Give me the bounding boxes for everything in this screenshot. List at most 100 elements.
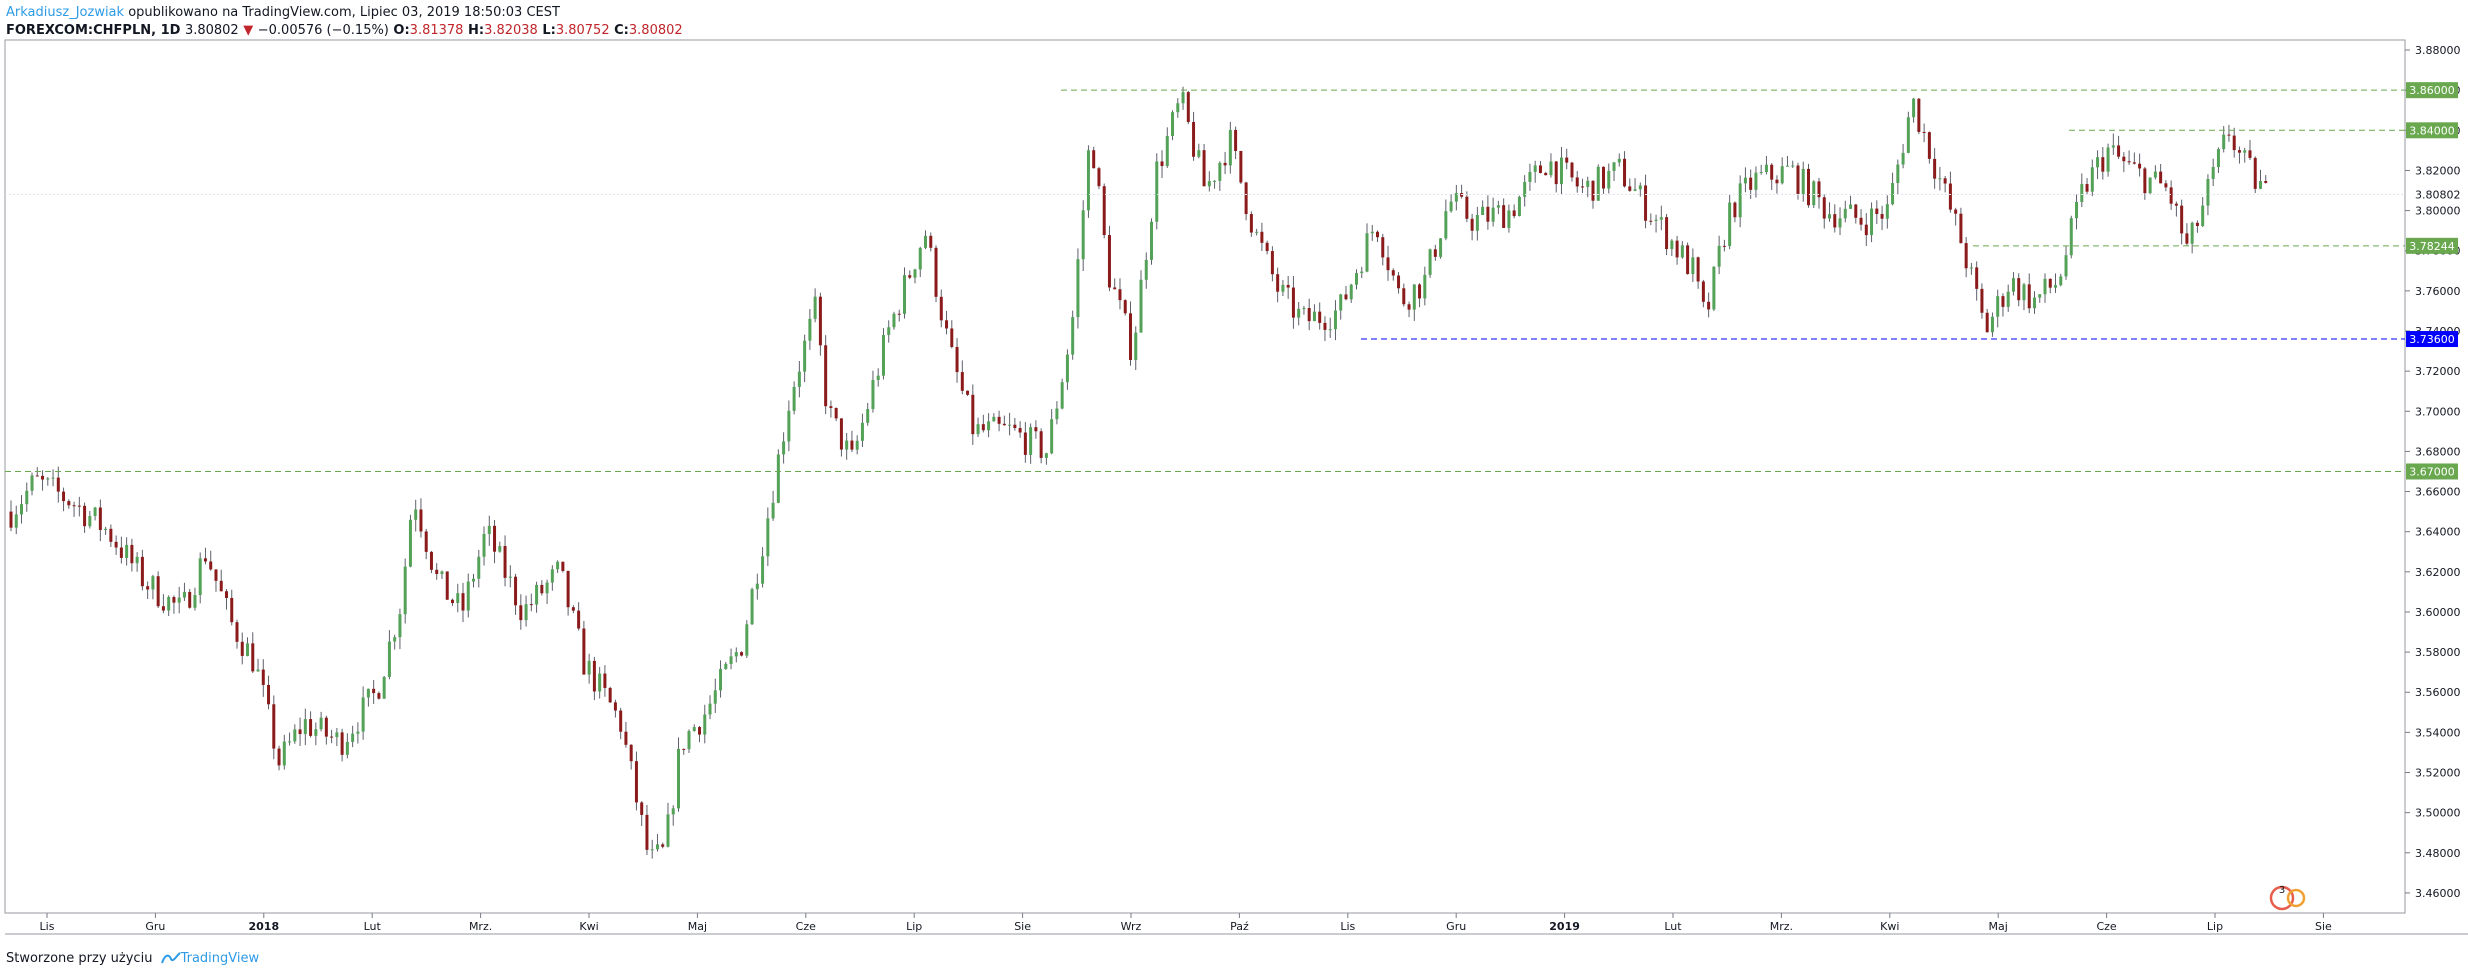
candle-body [1975, 267, 1979, 289]
candle-body [2169, 187, 2173, 204]
candle-body [2069, 218, 2073, 256]
candle-body [2159, 171, 2163, 184]
candle-body [1439, 238, 1443, 257]
candle-body [1701, 281, 1705, 302]
y-tick-label: 3.72000 [2415, 365, 2461, 378]
candle-body [1754, 172, 1758, 190]
y-tick-label: 3.66000 [2415, 486, 2461, 499]
candle-body [1249, 214, 1253, 233]
publish-info: Arkadiusz_Jozwiak opublikowano na Tradin… [6, 5, 560, 20]
candle-body [1097, 168, 1101, 187]
y-tick-label: 3.88000 [2415, 44, 2461, 57]
candle-body [156, 576, 160, 607]
author-link[interactable]: Arkadiusz_Jozwiak [6, 5, 125, 20]
candle-body [1549, 161, 1553, 176]
candle-body [1081, 210, 1085, 260]
candle-body [2059, 276, 2063, 286]
candle-body [734, 652, 738, 657]
candle-body [2237, 150, 2241, 153]
candle-body [1875, 208, 1879, 215]
candle-body [1996, 296, 2000, 317]
event-icon [2269, 885, 2295, 911]
candle-body [1917, 98, 1921, 132]
candle-body [671, 808, 675, 815]
candle-body [1980, 288, 1984, 313]
candle-body [151, 576, 155, 590]
y-tick-label: 3.80000 [2415, 205, 2461, 218]
candle-body [1449, 201, 1453, 212]
candle-body [1864, 224, 1868, 236]
candle-body [461, 593, 465, 611]
x-tick-label: Mrz. [1770, 920, 1793, 933]
candle-body [1964, 243, 1968, 269]
candle-body [1948, 183, 1952, 210]
candle-body [1796, 165, 1800, 195]
close-label: C: [614, 23, 629, 38]
candle-body [1454, 193, 1458, 202]
candle-body [167, 597, 171, 611]
candle-body [934, 247, 938, 297]
candle-body [1859, 217, 1863, 225]
candle-body [387, 641, 391, 677]
x-tick-label: Kwi [579, 920, 598, 933]
candle-body [2201, 205, 2205, 226]
candle-body [524, 604, 528, 621]
y-tick-label: 3.58000 [2415, 646, 2461, 659]
candle-body [309, 719, 313, 736]
candle-body [1938, 178, 1942, 180]
candle-body [1444, 211, 1448, 239]
candle-body [613, 702, 617, 711]
candle-body [1933, 158, 1937, 179]
candle-body [1528, 171, 1532, 182]
candle-body [1575, 177, 1579, 187]
candle-body [403, 566, 407, 615]
candle-body [913, 269, 917, 278]
y-tick-label: 3.56000 [2415, 686, 2461, 699]
candle-body [1107, 235, 1111, 288]
candle-body [598, 673, 602, 692]
candle-body [1155, 161, 1159, 222]
symbol-name[interactable]: FOREXCOM:CHFPLN, 1D [6, 23, 181, 38]
tradingview-link[interactable]: TradingView [180, 951, 260, 966]
candle-body [314, 729, 318, 736]
candle-body [493, 525, 497, 552]
candle-body [1517, 196, 1521, 217]
candle-body [1733, 202, 1737, 218]
y-tick-label: 3.76000 [2415, 285, 2461, 298]
x-tick-label: Kwi [1880, 920, 1899, 933]
candle-body [209, 561, 213, 570]
candle-body [1160, 161, 1164, 166]
event-count: 3 [2279, 885, 2285, 896]
candle-body [2211, 167, 2215, 179]
candle-body [1092, 150, 1096, 169]
candle-body [619, 710, 623, 732]
candle-body [782, 441, 786, 455]
candle-body [198, 558, 202, 596]
candle-body [1102, 186, 1106, 236]
candle-body [335, 732, 339, 738]
candle-body [67, 501, 71, 506]
candle-body [1244, 182, 1248, 215]
candle-body [1565, 157, 1569, 163]
tradingview-logo-icon [160, 952, 181, 964]
y-tick-label: 3.46000 [2415, 887, 2461, 900]
candle-body [855, 440, 859, 450]
candle-body [1843, 208, 1847, 219]
candle-body [445, 571, 449, 600]
candle-body [1670, 240, 1674, 250]
candle-body [1491, 207, 1495, 222]
candle-body [1365, 233, 1369, 272]
candle-body [1397, 275, 1401, 289]
candle-body [1023, 432, 1027, 455]
candle-body [140, 556, 144, 587]
candle-body [508, 576, 512, 578]
candle-body [955, 346, 959, 373]
candle-body [2143, 168, 2147, 194]
x-tick-label: Gru [1446, 920, 1466, 933]
candle-body [1360, 271, 1364, 274]
candle-body [2164, 183, 2168, 188]
candle-body [2101, 157, 2105, 172]
candle-body [398, 614, 402, 638]
candle-body [377, 693, 381, 699]
